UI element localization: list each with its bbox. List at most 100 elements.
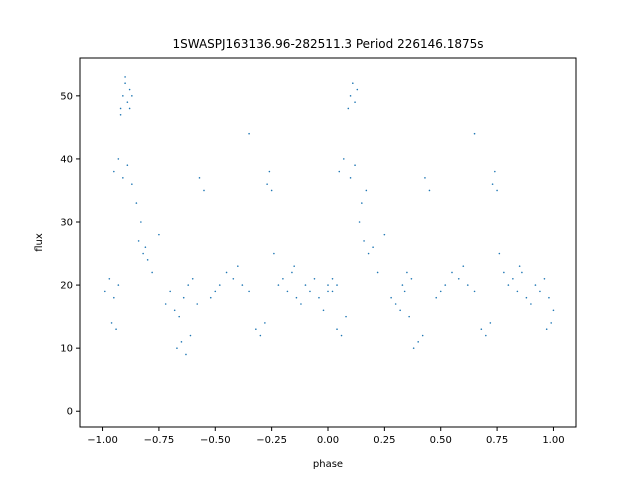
data-point	[146, 259, 149, 261]
data-point	[367, 252, 370, 255]
y-tick-label: 0	[67, 407, 73, 418]
data-point	[122, 95, 124, 97]
x-tick-label: −1.00	[87, 435, 118, 446]
data-point	[119, 107, 122, 110]
data-point	[327, 284, 329, 286]
data-point	[142, 252, 144, 255]
data-point	[403, 290, 406, 293]
data-point	[218, 284, 221, 286]
data-point	[410, 277, 413, 280]
data-point	[336, 328, 338, 331]
data-point	[345, 315, 347, 318]
x-tick-label: 1.00	[542, 435, 564, 446]
data-point	[140, 221, 142, 223]
data-point	[356, 88, 359, 91]
data-point	[394, 303, 397, 305]
data-point	[408, 315, 410, 318]
data-point	[550, 322, 552, 324]
data-point	[158, 233, 160, 236]
data-point	[406, 271, 408, 274]
data-point	[349, 95, 352, 97]
data-point	[494, 170, 496, 173]
data-point	[277, 284, 280, 286]
data-point	[340, 334, 343, 337]
data-point	[300, 303, 302, 305]
data-point	[119, 113, 122, 116]
data-point	[117, 284, 120, 286]
data-point	[376, 271, 379, 274]
data-point	[196, 303, 199, 305]
data-point	[115, 328, 117, 331]
data-point	[521, 271, 523, 274]
data-point	[361, 202, 363, 204]
data-point	[304, 284, 307, 286]
y-tick-label: 50	[60, 91, 73, 102]
data-point	[352, 82, 354, 85]
data-point	[363, 240, 365, 242]
data-point	[534, 284, 537, 286]
data-point	[439, 290, 442, 293]
data-point	[135, 202, 138, 204]
data-point	[417, 341, 419, 343]
data-point	[444, 284, 447, 286]
y-tick-label: 20	[60, 281, 73, 292]
data-point	[489, 322, 492, 324]
data-point	[331, 290, 334, 293]
data-point	[435, 296, 438, 299]
data-point	[552, 309, 555, 312]
data-point	[331, 277, 334, 280]
data-point	[266, 183, 268, 185]
y-axis: 0 10 20 30 40 50	[60, 91, 80, 418]
data-point	[428, 189, 431, 192]
data-point	[358, 221, 361, 223]
data-point	[473, 290, 476, 293]
data-point	[365, 189, 368, 192]
data-point	[187, 284, 190, 286]
data-point	[124, 76, 126, 78]
data-point	[309, 290, 311, 293]
data-point	[259, 334, 262, 337]
data-point	[237, 265, 239, 267]
data-point	[273, 252, 275, 255]
data-point	[180, 341, 183, 343]
x-tick-label: −0.25	[256, 435, 287, 446]
data-point	[336, 284, 338, 286]
data-point	[539, 290, 541, 293]
data-point	[354, 164, 356, 167]
data-point	[291, 271, 293, 274]
data-point	[466, 284, 469, 286]
data-point	[151, 271, 153, 274]
data-point	[108, 277, 111, 280]
data-point	[503, 271, 505, 274]
data-point	[327, 290, 329, 293]
data-point	[462, 265, 465, 267]
data-point	[104, 290, 106, 293]
data-point	[128, 107, 131, 110]
data-point	[347, 107, 350, 110]
data-point	[498, 252, 501, 255]
x-axis: −1.00 −0.75 −0.50 −0.25 0.00 0.25 0.50 0.75 1.00	[87, 427, 565, 446]
data-point	[128, 88, 131, 91]
data-point	[354, 101, 356, 103]
data-point	[122, 177, 124, 179]
data-point	[137, 240, 140, 242]
data-point	[113, 296, 115, 299]
x-axis-label: phase	[313, 459, 343, 470]
data-point	[248, 132, 250, 135]
data-point	[383, 233, 386, 236]
data-point	[338, 170, 341, 173]
data-point	[255, 328, 257, 331]
x-tick-label: −0.75	[144, 435, 175, 446]
data-point	[189, 334, 192, 337]
data-point	[512, 277, 514, 280]
data-point	[185, 353, 187, 356]
data-point	[543, 277, 546, 280]
y-tick-label: 10	[60, 344, 73, 355]
data-point	[225, 271, 228, 274]
data-point	[516, 290, 519, 293]
data-point	[518, 265, 521, 267]
data-point	[164, 303, 167, 305]
data-point	[264, 322, 266, 324]
